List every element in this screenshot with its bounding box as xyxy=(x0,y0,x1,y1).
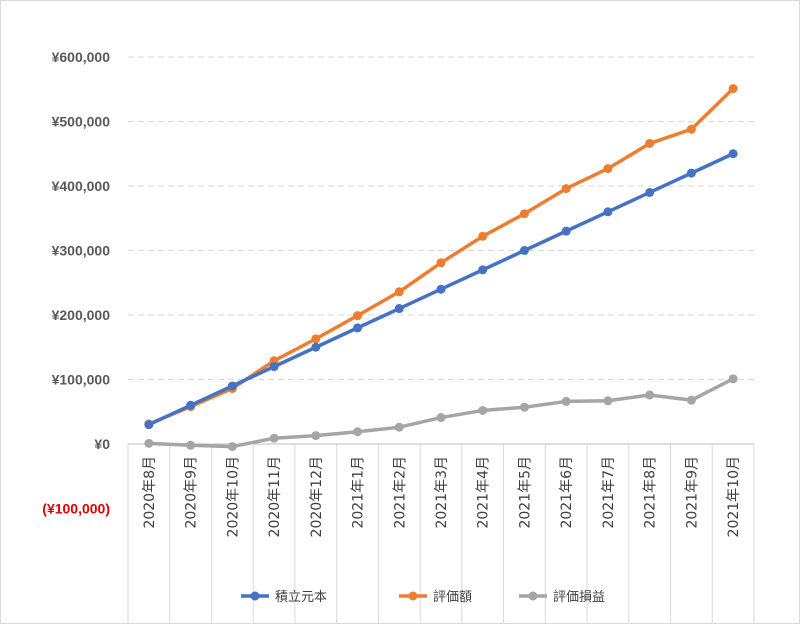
x-tick-label: 2021年5月 xyxy=(517,456,533,529)
legend-marker xyxy=(408,591,418,601)
data-point xyxy=(353,427,363,437)
y-tick-label: ¥100,000 xyxy=(52,372,111,388)
data-point xyxy=(561,396,571,406)
legend-label: 評価損益 xyxy=(553,590,605,605)
x-tick-label: 2021年9月 xyxy=(684,456,700,529)
data-point xyxy=(519,209,529,219)
data-point xyxy=(478,265,488,275)
x-tick-label: 2021年4月 xyxy=(476,456,492,529)
data-point xyxy=(728,149,738,159)
data-point xyxy=(269,433,279,443)
data-point xyxy=(645,138,655,148)
y-tick-label: ¥200,000 xyxy=(52,307,111,323)
series-line xyxy=(147,86,735,426)
data-point xyxy=(436,413,446,423)
data-point xyxy=(728,84,738,94)
y-tick-label: ¥400,000 xyxy=(52,178,111,194)
data-point xyxy=(144,420,154,430)
y-tick-label: ¥300,000 xyxy=(52,243,111,259)
data-point xyxy=(353,323,363,333)
data-point xyxy=(269,362,279,372)
data-point xyxy=(645,390,655,400)
data-point xyxy=(478,231,488,241)
data-point xyxy=(311,431,321,441)
data-point xyxy=(394,422,404,432)
x-tick-label: 2020年11月 xyxy=(267,456,283,537)
x-tick-label: 2020年9月 xyxy=(184,456,200,529)
y-tick-label: ¥600,000 xyxy=(52,49,111,65)
x-tick-label: 2021年10月 xyxy=(726,456,742,537)
data-point xyxy=(603,207,613,217)
legend-label: 積立元本 xyxy=(275,590,327,605)
data-point xyxy=(186,440,196,450)
data-point xyxy=(353,311,363,321)
legend-marker xyxy=(528,591,538,601)
data-point xyxy=(144,438,154,448)
x-tick-label: 2020年12月 xyxy=(309,456,325,537)
x-tick-label: 2021年2月 xyxy=(392,456,408,529)
data-point xyxy=(645,187,655,197)
data-point xyxy=(436,258,446,268)
data-point xyxy=(519,402,529,412)
data-point xyxy=(436,284,446,294)
data-point xyxy=(311,334,321,344)
data-point xyxy=(603,164,613,174)
data-point xyxy=(686,168,696,178)
x-tick-label: 2021年8月 xyxy=(643,456,659,529)
data-point xyxy=(728,374,738,384)
data-point xyxy=(311,342,321,352)
x-tick-label: 2020年8月 xyxy=(142,456,158,529)
data-point xyxy=(686,395,696,405)
data-point xyxy=(227,442,237,452)
y-tick-label: ¥500,000 xyxy=(52,114,111,130)
data-point xyxy=(519,246,529,255)
data-point xyxy=(394,287,404,297)
x-tick-label: 2021年7月 xyxy=(601,456,617,529)
x-tick-label: 2021年6月 xyxy=(559,456,575,529)
x-tick-label: 2021年3月 xyxy=(434,456,450,529)
data-point xyxy=(478,405,488,415)
y-tick-label: ¥0 xyxy=(94,436,110,452)
data-point xyxy=(603,396,613,406)
data-point xyxy=(227,381,237,391)
legend-label: 評価額 xyxy=(433,590,472,605)
data-point xyxy=(394,304,404,314)
data-point xyxy=(561,226,571,236)
y-tick-label: (¥100,000) xyxy=(42,501,110,517)
data-point xyxy=(561,184,571,194)
data-point xyxy=(686,124,696,134)
data-point xyxy=(186,400,196,410)
x-tick-label: 2021年1月 xyxy=(351,456,367,529)
legend-marker xyxy=(250,591,260,601)
x-tick-label: 2020年10月 xyxy=(225,456,241,537)
